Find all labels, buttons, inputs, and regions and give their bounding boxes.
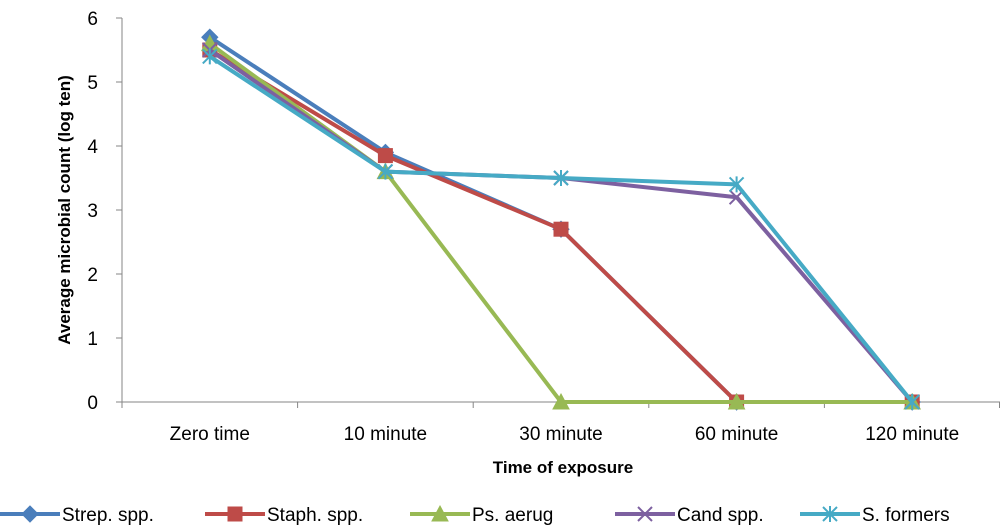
plot-series (200, 28, 922, 411)
x-axis-title: Time of exposure (493, 458, 633, 477)
star-marker (822, 506, 838, 522)
y-tick-label: 1 (87, 329, 98, 350)
square-marker (553, 221, 569, 237)
legend-item: Staph. spp. (205, 505, 363, 526)
triangle-marker (727, 392, 746, 410)
x-tick-label: Zero time (170, 424, 250, 445)
legend-label: Ps. aerug (472, 505, 553, 526)
y-tick-label: 4 (87, 137, 98, 158)
y-tick-label: 0 (87, 393, 98, 414)
diamond-marker (21, 505, 39, 523)
x-marker (637, 506, 653, 522)
star-marker (553, 170, 569, 186)
legend-label: Cand spp. (677, 505, 764, 526)
star-marker (202, 48, 218, 65)
x-tick-label: 120 minute (865, 424, 959, 445)
series-2 (202, 42, 920, 410)
legend-item: Ps. aerug (410, 504, 553, 526)
y-tick-label: 5 (87, 73, 98, 94)
legend-item: Strep. spp. (0, 505, 154, 526)
legend-label: Strep. spp. (62, 505, 154, 526)
y-tick-label: 2 (87, 265, 98, 286)
star-marker (904, 394, 920, 410)
legend-item: Cand spp. (615, 505, 764, 526)
legend: Strep. spp. Staph. spp. Ps. aerug Cand spp.… (0, 504, 950, 526)
x-tick-label: 10 minute (344, 424, 427, 445)
series-5 (202, 48, 920, 410)
x-tick-label: 30 minute (519, 424, 602, 445)
y-axis-title: Average microbial count (log ten) (55, 75, 74, 345)
x-tick-label: 60 minute (695, 424, 778, 445)
legend-item: S. formers (800, 505, 950, 526)
triangle-marker (431, 504, 449, 522)
y-axis: 0 1 2 3 4 5 6 (87, 9, 123, 414)
square-marker (377, 148, 393, 164)
star-marker (377, 163, 394, 180)
series-1 (201, 28, 921, 411)
legend-label: Staph. spp. (267, 505, 363, 526)
triangle-marker (552, 392, 570, 410)
y-tick-label: 3 (87, 201, 98, 222)
square-marker (227, 506, 243, 522)
y-tick-label: 6 (87, 9, 98, 30)
legend-label: S. formers (862, 505, 950, 526)
series-line (208, 35, 913, 404)
star-marker (728, 176, 745, 193)
